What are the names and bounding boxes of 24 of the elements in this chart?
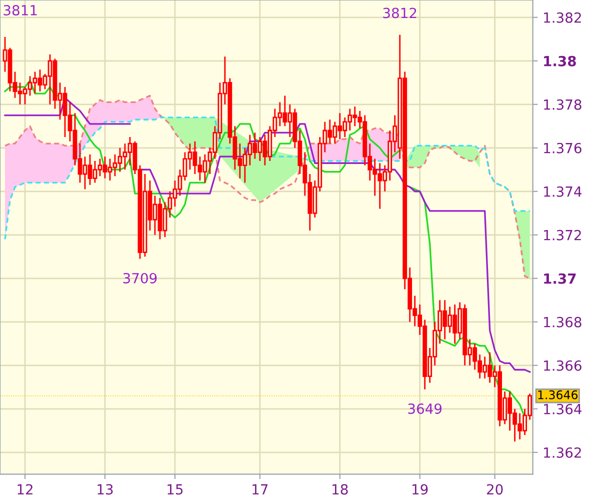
annotation: 3811 — [4, 4, 37, 16]
annotation: 3709 — [123, 272, 157, 284]
line-series — [4, 116, 531, 240]
y-tick-label: 1.376 — [544, 142, 582, 154]
y-tick-label: 1.364 — [544, 404, 582, 414]
y-tick-label: 1.37 — [544, 273, 576, 284]
annotation: 3649 — [408, 403, 442, 414]
y-tick-label: 1.366 — [544, 360, 582, 371]
x-tick-label: 18 — [332, 484, 348, 495]
x-tick-label: 15 — [168, 484, 183, 495]
x-tick-label: 12 — [18, 484, 32, 494]
annotation: 3812 — [383, 8, 416, 18]
x-tick-label: 19 — [412, 484, 428, 495]
x-tick-label: 17 — [252, 484, 268, 494]
y-tick-label: 1.362 — [544, 447, 581, 458]
y-tick-label: 1.38 — [544, 56, 576, 66]
y-tick-label: 1.368 — [544, 316, 582, 328]
y-tick-label: 1.378 — [544, 99, 582, 110]
x-tick-label: 13 — [98, 484, 113, 495]
y-tick-label: 1.372 — [544, 230, 581, 240]
ref-line-label: 1.3646 — [538, 390, 578, 400]
y-tick-label: 1.382 — [544, 12, 581, 23]
x-tick-label: 20 — [486, 484, 503, 495]
y-tick-label: 1.374 — [544, 186, 582, 197]
